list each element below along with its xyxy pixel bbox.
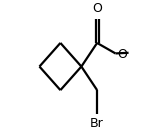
Text: O: O bbox=[92, 2, 102, 15]
Text: O: O bbox=[117, 48, 127, 61]
Text: Br: Br bbox=[90, 117, 104, 130]
